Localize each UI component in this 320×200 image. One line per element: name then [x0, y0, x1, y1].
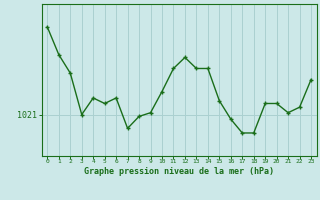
X-axis label: Graphe pression niveau de la mer (hPa): Graphe pression niveau de la mer (hPa) [84, 167, 274, 176]
